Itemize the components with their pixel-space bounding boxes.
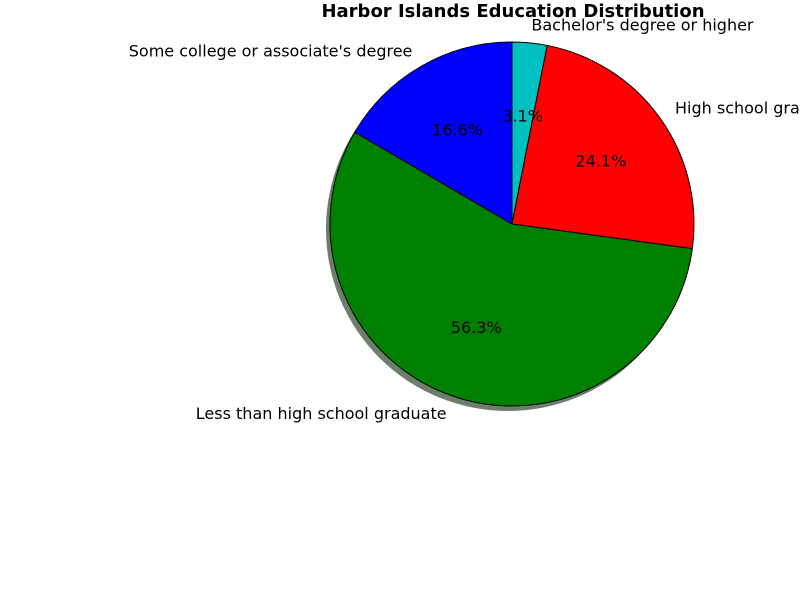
category-label-bachelor-s-degree-or-higher: Bachelor's degree or higher	[531, 16, 754, 35]
category-label-some-college-or-associate-s-degree: Some college or associate's degree	[129, 41, 413, 60]
percent-label-high-school-graduate: 24.1%	[575, 152, 626, 171]
pie-slice-high-school-graduate	[511, 44, 695, 250]
percent-label-bachelor-s-degree-or-higher: 3.1%	[502, 106, 543, 125]
category-label-less-than-high-school-graduate: Less than high school graduate	[196, 404, 447, 423]
category-label-high-school-graduate: High school graduate	[675, 99, 800, 118]
percent-label-some-college-or-associate-s-degree: 16.6%	[432, 120, 483, 139]
pie-slices	[329, 41, 695, 407]
chart-title: Harbor Islands Education Distribution	[321, 1, 704, 22]
pie-labels: 3.1% Bachelor's degree or higher 24.1% High…	[129, 16, 800, 424]
percent-label-less-than-high-school-graduate: 56.3%	[451, 318, 502, 337]
pie-slice-less-than-high-school-graduate	[329, 131, 693, 407]
pie-slice-some-college-or-associate-s-degree	[354, 41, 513, 225]
